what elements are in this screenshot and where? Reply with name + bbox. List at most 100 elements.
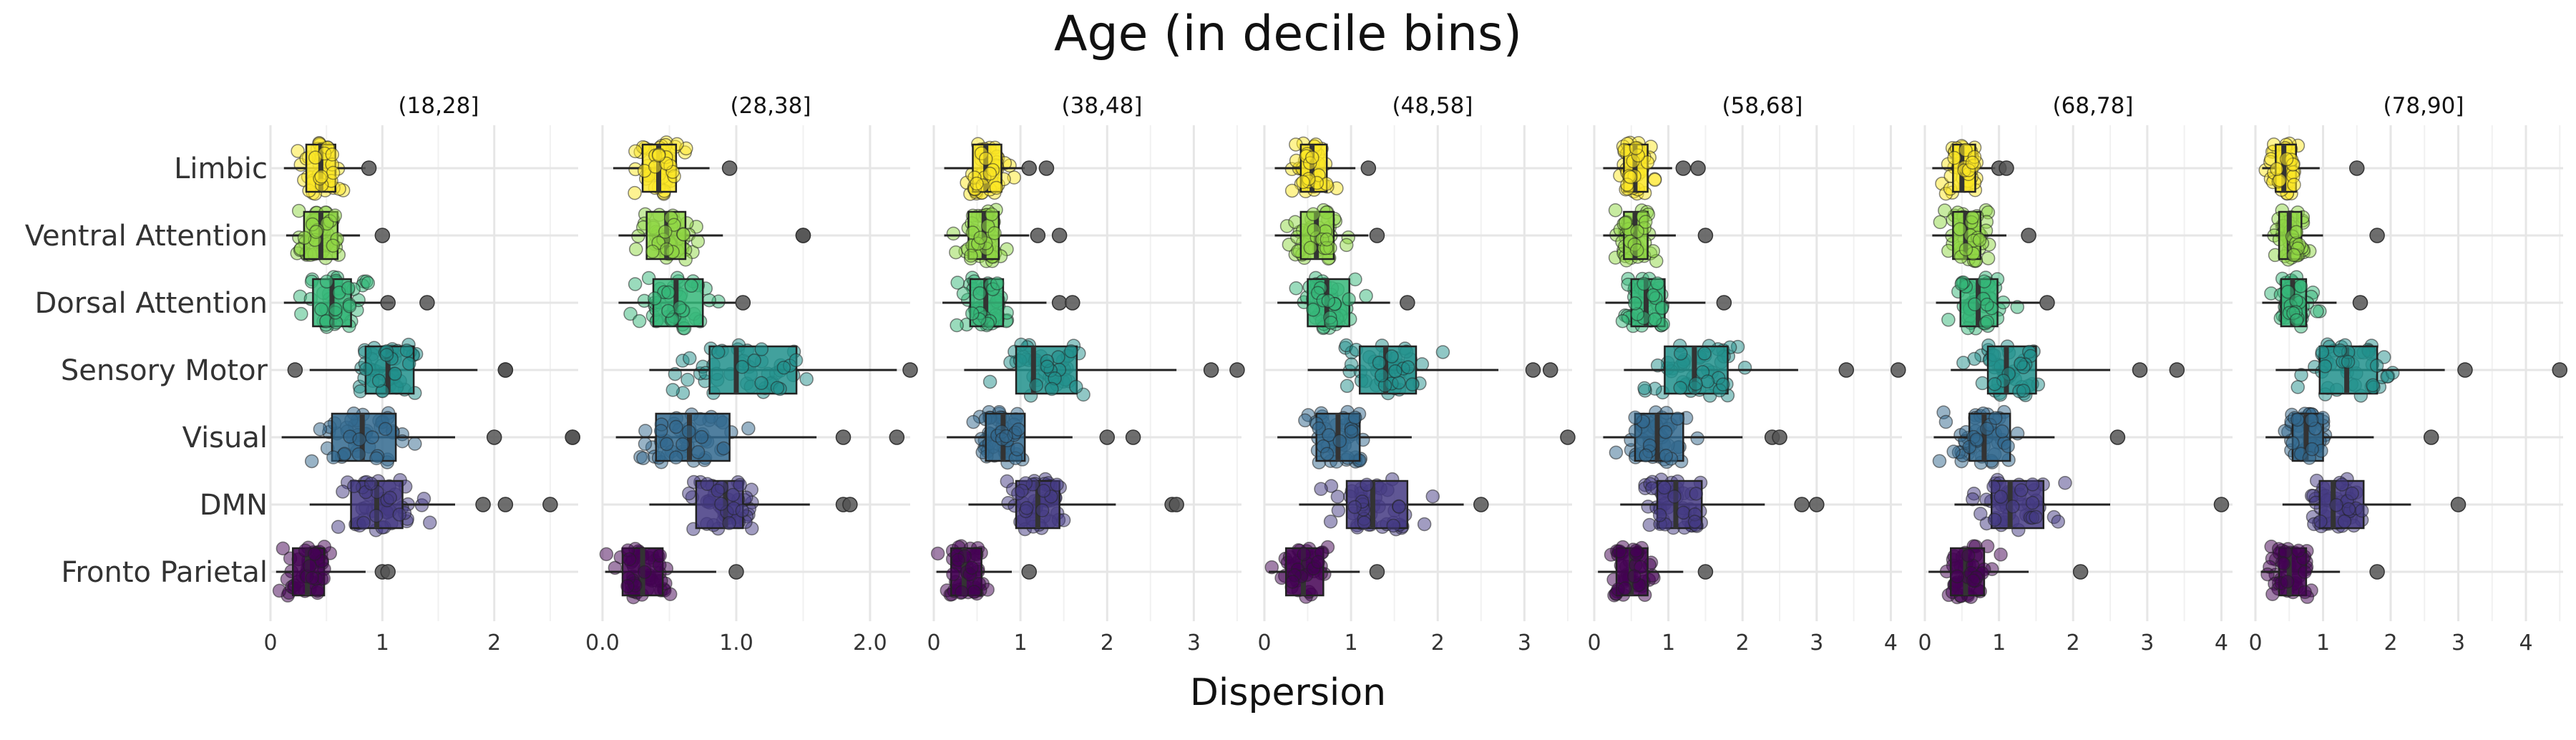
x-tick-label: 2 — [1101, 631, 1114, 656]
panel: (48,58] 0 1 2 3 — [1257, 93, 1576, 656]
data-point — [700, 477, 715, 492]
data-point — [297, 230, 312, 245]
outlier-point — [1542, 362, 1558, 378]
data-point — [2304, 413, 2319, 427]
panel-strip-label: (28,38] — [731, 93, 811, 119]
x-tick-label: 1 — [1014, 631, 1028, 656]
data-point — [364, 476, 379, 491]
outlier-point — [1675, 160, 1692, 176]
data-point — [1689, 487, 1704, 501]
data-point — [365, 430, 379, 444]
data-point — [2001, 439, 2015, 454]
data-point — [1994, 547, 2008, 562]
data-point — [776, 360, 791, 375]
data-point — [1069, 379, 1083, 394]
x-tick-label: 2 — [487, 631, 501, 656]
outlier-point — [1065, 295, 1080, 311]
data-point — [1932, 454, 1947, 468]
data-point — [2290, 412, 2305, 427]
outlier-point — [2169, 362, 2185, 378]
data-point — [1994, 490, 2008, 504]
data-point — [2298, 585, 2312, 600]
outlier-point — [1473, 497, 1489, 512]
data-point — [1981, 251, 1996, 266]
data-point — [2341, 354, 2356, 369]
data-point — [1647, 172, 1662, 188]
data-point — [629, 242, 643, 256]
data-point — [369, 451, 384, 466]
x-tick-label: 3 — [1187, 631, 1201, 656]
outlier-point — [2423, 429, 2439, 445]
x-tick-label: 0 — [927, 631, 940, 656]
data-point — [628, 185, 642, 200]
data-point — [294, 306, 308, 321]
data-point — [1284, 183, 1299, 198]
x-axis-label: Dispersion — [1190, 671, 1386, 714]
data-point — [1975, 376, 1990, 391]
data-point — [1941, 313, 1956, 327]
x-tick-label: 2 — [2384, 631, 2397, 656]
data-point — [2051, 515, 2066, 529]
data-point — [1980, 297, 1994, 312]
data-point — [684, 278, 698, 293]
data-point — [1312, 421, 1326, 436]
data-point — [2345, 486, 2359, 501]
data-point — [978, 151, 993, 166]
data-point — [2337, 514, 2352, 529]
data-point — [341, 281, 356, 296]
data-point — [1392, 500, 1406, 514]
data-point — [1667, 490, 1682, 504]
outlier-point — [1369, 564, 1385, 580]
data-point — [665, 383, 680, 397]
data-point — [2298, 565, 2312, 580]
outlier-point — [1560, 429, 1576, 445]
data-point — [735, 503, 750, 518]
data-point — [1415, 357, 1430, 371]
panel-strip-label: (78,90] — [2384, 93, 2464, 119]
data-point — [1400, 360, 1415, 374]
data-point — [1630, 224, 1645, 239]
panel: (28,38] 0.0 1.0 2.0 — [585, 93, 918, 656]
data-point — [371, 374, 386, 388]
data-point — [1646, 244, 1661, 258]
data-point — [1965, 210, 1980, 225]
data-point — [308, 225, 323, 239]
data-point — [325, 147, 340, 162]
data-point — [1618, 581, 1632, 595]
data-point — [1615, 313, 1630, 328]
outlier-point — [902, 362, 918, 378]
data-point — [1968, 297, 1982, 312]
data-point — [2290, 380, 2305, 394]
data-point — [304, 454, 319, 469]
x-tick-label: 1.0 — [719, 631, 753, 656]
data-point — [1435, 345, 1450, 359]
data-point — [1388, 364, 1402, 379]
data-point — [1627, 569, 1641, 583]
x-tick-label: 1 — [1992, 631, 2006, 656]
data-point — [2293, 279, 2308, 293]
data-point — [392, 507, 407, 522]
x-tick-label: 0 — [263, 631, 277, 656]
data-point — [1340, 238, 1354, 253]
data-point — [358, 362, 374, 376]
data-point — [1979, 422, 1994, 436]
data-point — [1342, 292, 1356, 306]
outlier-point — [497, 362, 514, 378]
data-point — [2025, 495, 2040, 510]
panel-strip-label: (68,78] — [2053, 93, 2134, 119]
data-point — [1716, 377, 1730, 391]
data-point — [1331, 503, 1346, 518]
data-point — [1303, 240, 1318, 255]
data-point — [2016, 384, 2031, 398]
data-point — [648, 291, 662, 306]
outlier-point — [380, 295, 396, 311]
outlier-point — [542, 497, 558, 512]
data-point — [314, 170, 328, 184]
data-point — [416, 492, 431, 506]
panel: (38,48] 0 1 2 3 — [927, 93, 1245, 656]
data-point — [378, 422, 393, 437]
data-point — [1011, 422, 1025, 437]
data-point — [2329, 497, 2343, 512]
panel: (58,68] 0 1 2 3 4 — [1587, 93, 1906, 656]
data-point — [1938, 414, 1953, 429]
